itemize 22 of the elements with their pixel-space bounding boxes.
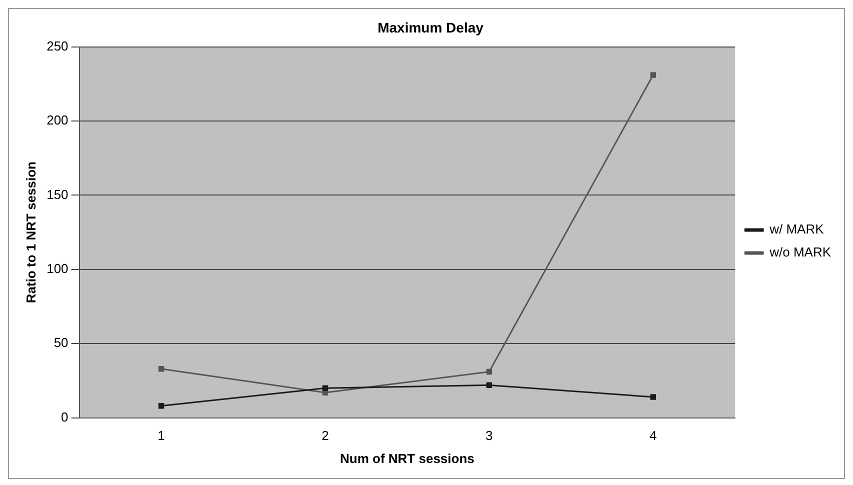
- x-tick-label: 4: [650, 428, 657, 444]
- y-axis-title: Ratio to 1 NRT session: [23, 161, 38, 304]
- legend-label: w/o MARK: [768, 244, 832, 260]
- legend-label: w/ MARK: [768, 222, 824, 237]
- point: [650, 72, 656, 78]
- point: [158, 403, 164, 409]
- x-tick-label: 1: [158, 428, 165, 444]
- y-tick-label: 150: [46, 186, 68, 202]
- y-tick-label: 0: [61, 409, 68, 424]
- chart-title: Maximum Delay: [378, 19, 484, 36]
- point: [486, 382, 492, 388]
- y-tick-label: 200: [46, 112, 68, 128]
- point: [650, 394, 656, 400]
- x-tick-label: 3: [486, 428, 493, 444]
- point: [486, 368, 492, 375]
- y-tick-label: 100: [46, 260, 68, 276]
- x-axis-title: Num of NRT sessions: [340, 450, 474, 466]
- point: [158, 366, 164, 372]
- y-tick-label: 250: [46, 38, 68, 54]
- point: [322, 385, 328, 391]
- y-tick-label: 50: [54, 335, 68, 350]
- x-tick-label: 2: [322, 428, 329, 444]
